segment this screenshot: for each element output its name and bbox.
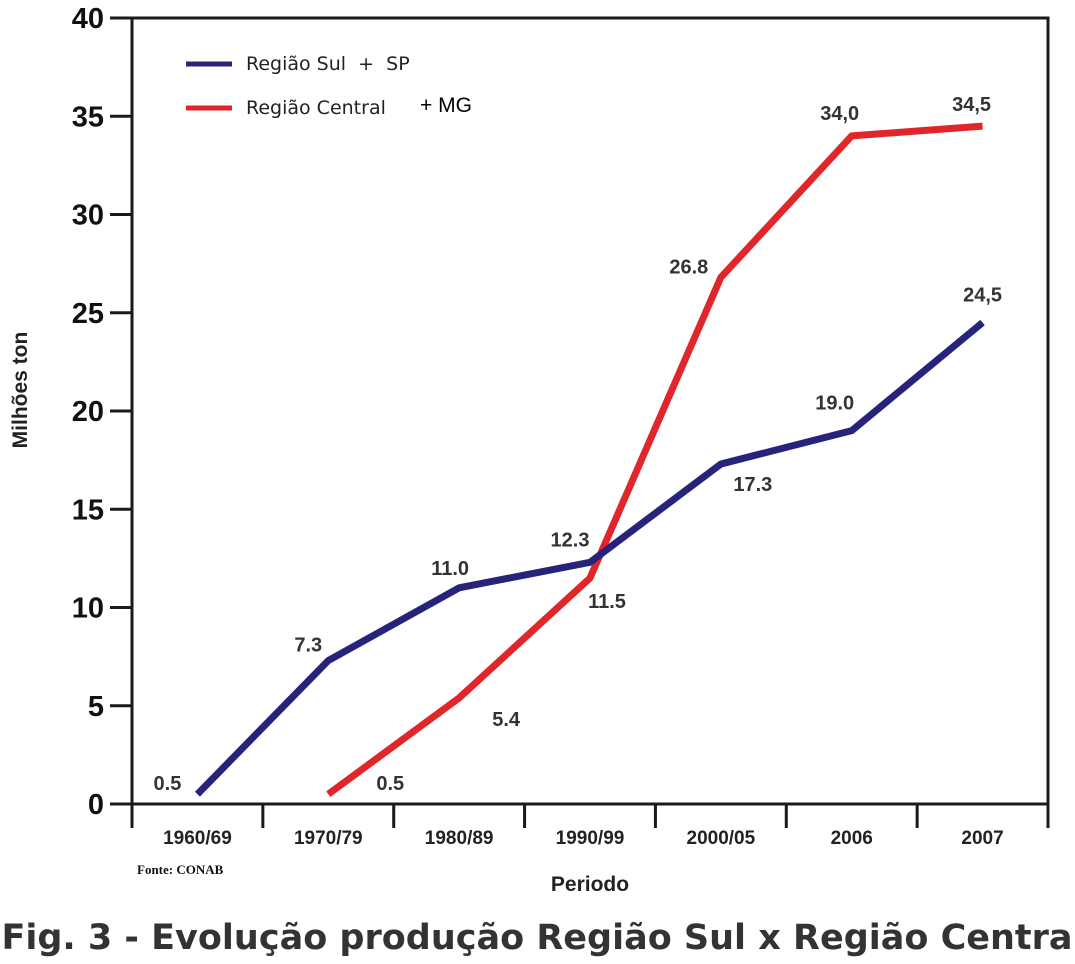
data-label: 34,5	[952, 94, 991, 116]
legend: Região Sul + SP Região Central + MG	[186, 53, 472, 119]
x-tick-label: 1980/89	[425, 828, 494, 849]
legend-label-central: Região Central	[246, 97, 386, 119]
x-axis-ticks: 1960/69 1970/79 1980/89 1990/99 2000/05 2006 2…	[130, 804, 1050, 849]
data-label: 17.3	[733, 474, 772, 496]
y-axis-ticks: 0 5 10 15 20 25 30 35 40	[72, 3, 132, 821]
x-tick-label: 2007	[961, 828, 1003, 849]
x-tick-label: 1990/99	[556, 828, 625, 849]
data-label: 7.3	[294, 635, 322, 657]
series-line-1	[326, 122, 983, 797]
legend-label-sul: Região Sul + SP	[246, 53, 410, 75]
series-line-0	[194, 319, 985, 797]
data-label: 5.4	[492, 709, 521, 731]
y-axis-title: Milhões ton	[9, 332, 32, 449]
data-label: 12.3	[551, 529, 590, 551]
y-tick-label: 20	[72, 396, 104, 428]
data-label: 34,0	[820, 103, 859, 125]
source-note: Fonte: CONAB	[137, 862, 224, 877]
y-tick-label: 5	[88, 691, 104, 723]
x-axis-title: Periodo	[551, 873, 629, 896]
y-tick-label: 40	[72, 3, 104, 35]
data-label: 0.5	[376, 773, 404, 795]
x-tick-label: 2006	[831, 828, 873, 849]
data-label: 24,5	[963, 285, 1002, 307]
data-labels: 0.5 7.3 11.0 12.3 17.3 19.0 24,5 0.5 5.4 11.5 26.8…	[154, 94, 1003, 795]
y-tick-label: 10	[72, 593, 104, 625]
data-label: 0.5	[154, 773, 182, 795]
x-tick-label: 2000/05	[687, 828, 756, 849]
y-tick-label: 25	[72, 298, 104, 330]
x-tick-label: 1970/79	[294, 828, 363, 849]
data-label: 19.0	[815, 393, 854, 415]
y-tick-label: 15	[72, 494, 104, 526]
x-tick-label: 1960/69	[163, 828, 232, 849]
plot-frame	[130, 16, 1050, 806]
y-tick-label: 35	[72, 101, 104, 133]
figure-caption: Fig. 3 - Evolução produção Região Sul x …	[1, 918, 1075, 958]
y-tick-label: 0	[88, 789, 104, 821]
y-tick-label: 30	[72, 200, 104, 232]
data-label: 11.5	[588, 591, 626, 613]
series-lines	[194, 122, 985, 797]
data-label: 26.8	[669, 256, 708, 278]
data-label: 11.0	[431, 558, 469, 580]
legend-label-central-suffix: + MG	[420, 94, 472, 117]
